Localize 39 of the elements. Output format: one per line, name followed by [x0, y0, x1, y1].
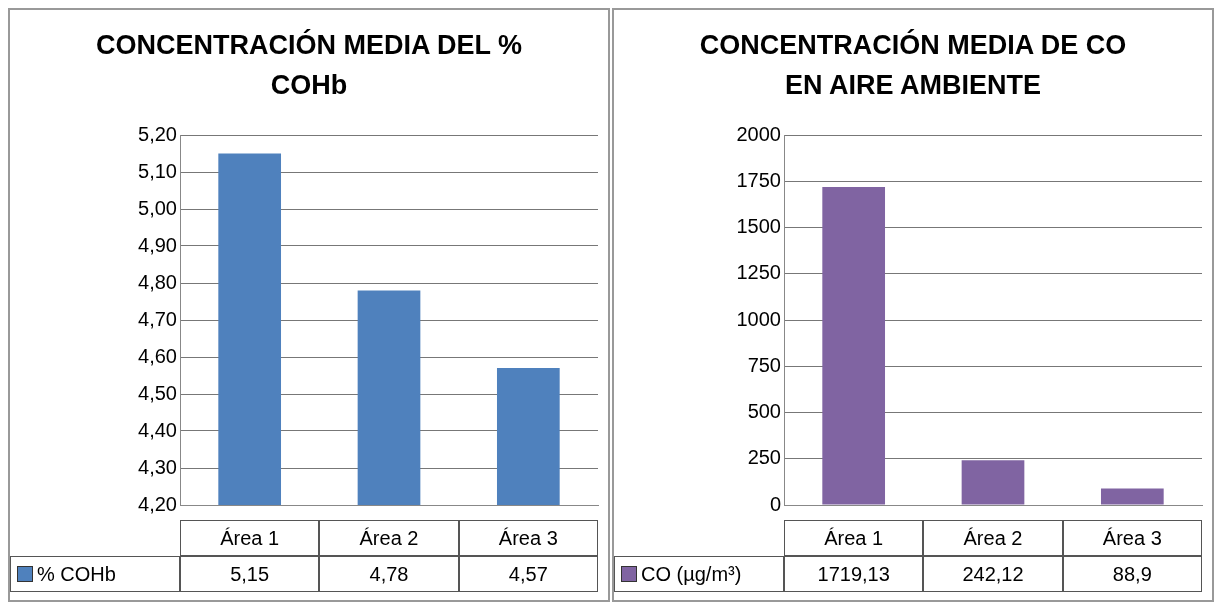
chart-title: CONCENTRACIÓN MEDIA DEL % COHb — [95, 28, 523, 102]
x-tick-label: Área 3 — [458, 520, 598, 556]
y-tick-label: 4,40 — [138, 418, 177, 441]
y-tick-label: 2000 — [736, 122, 781, 145]
y-tick-label: 0 — [769, 492, 781, 515]
y-tick-label: 4,60 — [138, 344, 177, 367]
y-tick-label: 4,50 — [138, 381, 177, 404]
bar — [822, 186, 886, 505]
y-tick-label: 4,80 — [138, 270, 177, 293]
y-tick-label: 1000 — [736, 307, 781, 330]
y-tick-label: 1500 — [736, 215, 781, 238]
y-tick-label: 1750 — [736, 168, 781, 191]
y-tick-label: 4,20 — [138, 492, 177, 515]
y-tick-label: 4,70 — [138, 307, 177, 330]
x-tick-label: Área 2 — [923, 520, 1063, 556]
x-tick-label: Área 1 — [180, 520, 320, 556]
y-tick-label: 750 — [747, 353, 781, 376]
data-label: 88,9 — [1062, 556, 1202, 592]
bar — [961, 460, 1025, 505]
y-tick-label: 5,20 — [138, 122, 177, 145]
y-tick-label: 250 — [747, 446, 781, 469]
data-label: 242,12 — [923, 556, 1063, 592]
y-tick-label: 1250 — [736, 261, 781, 284]
data-label: 5,15 — [180, 556, 320, 592]
x-tick-label: Área 3 — [1062, 520, 1202, 556]
y-tick-label: 5,10 — [138, 159, 177, 182]
data-label: 4,78 — [319, 556, 459, 592]
y-tick-label: 500 — [747, 400, 781, 423]
legend-label: % COHb — [10, 556, 180, 592]
y-tick-label: 4,90 — [138, 233, 177, 256]
x-tick-label: Área 1 — [784, 520, 924, 556]
data-label: 1719,13 — [784, 556, 924, 592]
y-tick-label: 5,00 — [138, 196, 177, 219]
data-label: 4,57 — [458, 556, 598, 592]
chart-title: CONCENTRACIÓN MEDIA DE CO EN AIRE AMBIENTE — [698, 28, 1128, 102]
legend-label: CO (µg/m³) — [614, 556, 784, 592]
bar — [1100, 488, 1164, 505]
y-tick-label: 4,30 — [138, 455, 177, 478]
x-tick-label: Área 2 — [319, 520, 459, 556]
